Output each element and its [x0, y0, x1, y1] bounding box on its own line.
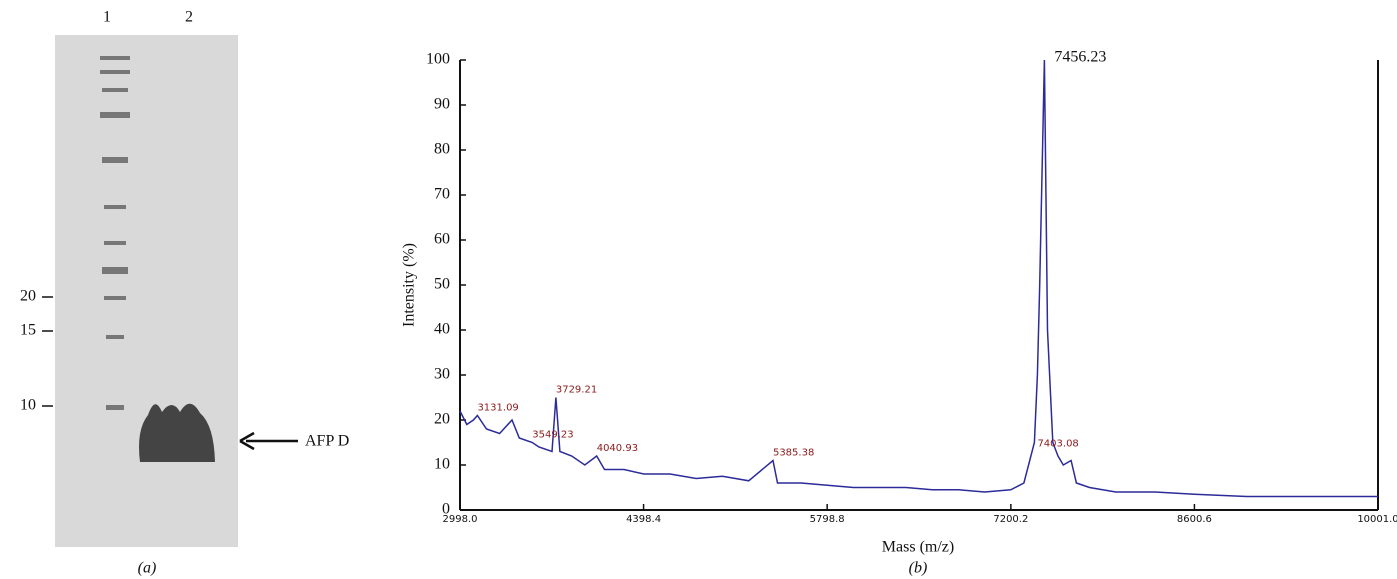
peak-label: 7456.23 — [1054, 49, 1106, 66]
ladder-bands — [100, 56, 130, 410]
marker-label: 10 — [20, 397, 36, 414]
y-tick-label: 10 — [434, 456, 450, 473]
gel: 1 2 20 15 10 AFP D (a) — [20, 9, 349, 577]
lane-label: 1 — [103, 9, 111, 26]
y-axis-label: Intensity (%) — [401, 243, 418, 327]
marker-label: 15 — [20, 322, 36, 339]
peak-label: 3549.23 — [532, 430, 573, 441]
peak-label: 7403.08 — [1037, 439, 1078, 450]
peak-label: 3131.09 — [477, 403, 518, 414]
x-tick-label: 10001.0 — [1357, 514, 1397, 525]
peak-label: 3729.21 — [556, 385, 597, 396]
y-tick-label: 90 — [434, 96, 450, 113]
band-label: AFP D — [305, 433, 349, 450]
y-tick-label: 40 — [434, 321, 450, 338]
x-tick-label: 8600.6 — [1177, 514, 1212, 525]
gel-background — [55, 35, 238, 547]
x-tick-label: 2998.0 — [443, 514, 478, 525]
chart: (b) Mass (m/z) Intensity (%) 0 10 20 30 40 50… — [401, 49, 1397, 577]
spectrum-line — [459, 59, 1378, 498]
protein-band — [139, 403, 215, 462]
peak-label: 4040.93 — [597, 443, 638, 454]
caption: (b) — [909, 560, 928, 577]
y-tick-label: 30 — [434, 366, 450, 383]
x-tick-label: 4398.4 — [626, 514, 661, 525]
peak-label: 5385.38 — [773, 448, 814, 459]
x-axis-label: Mass (m/z) — [882, 539, 954, 556]
y-tick-label: 0 — [442, 501, 450, 518]
caption: (a) — [138, 560, 157, 577]
lane-label: 2 — [185, 9, 193, 26]
y-tick-label: 60 — [434, 231, 450, 248]
y-tick-label: 100 — [426, 51, 450, 68]
arrow-head — [239, 431, 255, 451]
y-tick-label: 70 — [434, 186, 450, 203]
y-tick-label: 20 — [434, 411, 450, 428]
marker-dashes — [42, 296, 53, 407]
x-tick-label: 7200.2 — [993, 514, 1028, 525]
marker-label: 20 — [20, 288, 36, 305]
y-tick-label: 50 — [434, 276, 450, 293]
x-tick-label: 5798.8 — [810, 514, 845, 525]
y-tick-label: 80 — [434, 141, 450, 158]
